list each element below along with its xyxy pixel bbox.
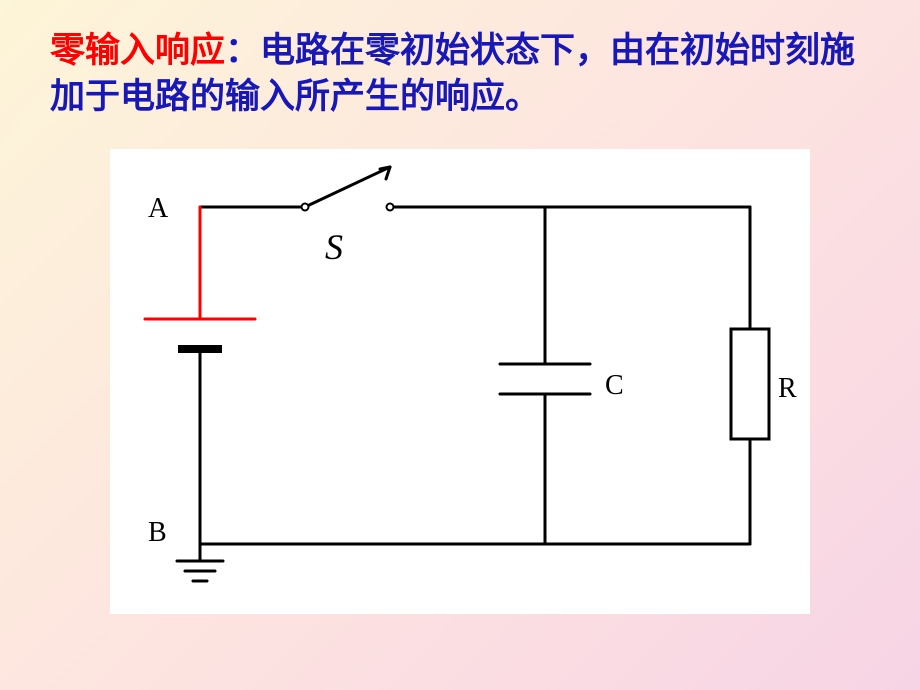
label-r: R <box>778 373 797 404</box>
label-s: S <box>325 227 343 267</box>
circuit-diagram: A B S C R <box>110 149 810 614</box>
slide-title: 零输入响应：电路在零初始状态下，由在初始时刻施加于电路的输入所产生的响应。 <box>0 0 920 129</box>
label-b: B <box>148 517 167 548</box>
term-highlight: 零输入响应 <box>50 31 225 70</box>
label-a: A <box>148 193 169 224</box>
label-c: C <box>605 370 624 401</box>
circuit-svg: A B S C R <box>110 149 810 614</box>
